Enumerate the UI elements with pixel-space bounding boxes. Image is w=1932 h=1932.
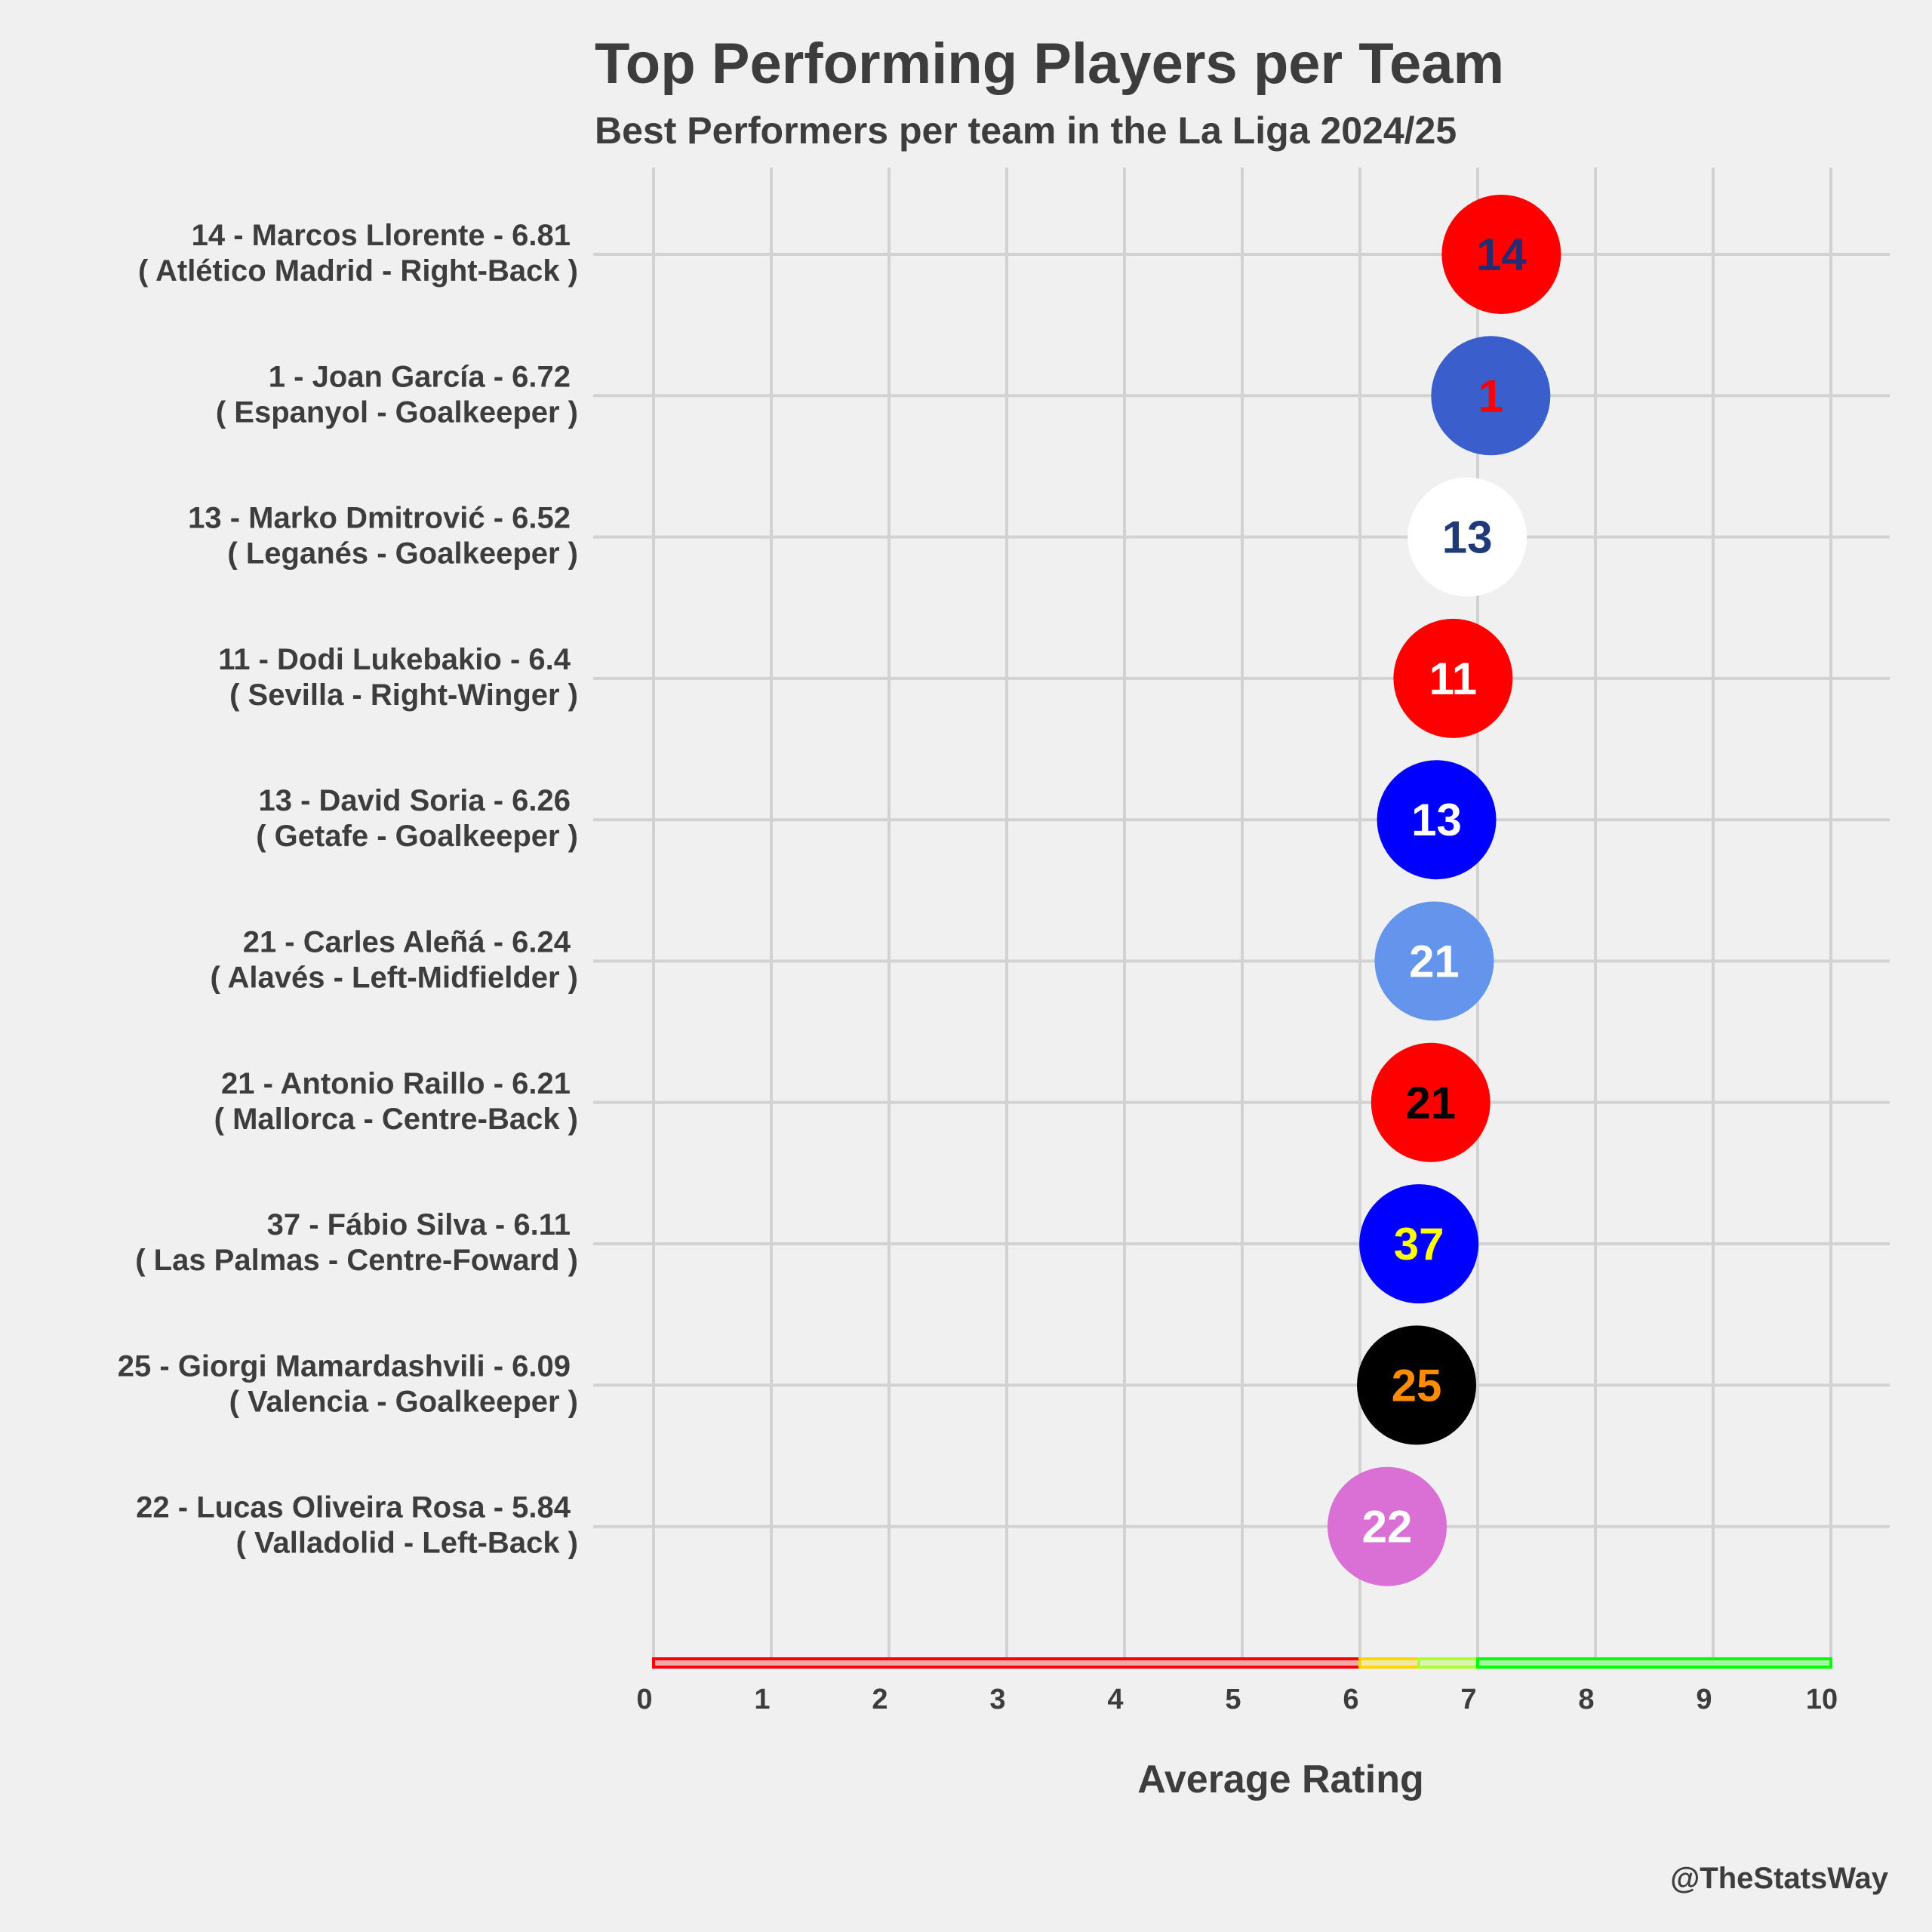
player-number-label: 14 [1476, 229, 1527, 280]
player-marker [1407, 477, 1527, 597]
player-number-label: 21 [1409, 937, 1460, 987]
player-marker [1377, 760, 1497, 880]
x-tick-label: 6 [1343, 1684, 1358, 1715]
rating-band-segment [652, 1657, 1361, 1669]
player-name-label: 21 - Carles Aleñá - 6.24 [243, 926, 571, 959]
player-marker [1393, 618, 1513, 738]
player-row: 11 - Dodi Lukebakio - 6.4( Sevilla - Rig… [218, 618, 1513, 738]
player-name-label: 25 - Giorgi Mamardashvili - 6.09 [118, 1349, 571, 1383]
player-name-label: 1 - Joan García - 6.72 [269, 360, 571, 393]
player-number-label: 1 [1478, 371, 1503, 421]
player-name-label: 13 - Marko Dmitrović - 6.52 [188, 502, 571, 535]
x-tick-label: 8 [1578, 1684, 1594, 1715]
player-name-label: 21 - Antonio Raillo - 6.21 [221, 1067, 571, 1100]
player-name-label: 37 - Fábio Silva - 6.11 [267, 1208, 571, 1241]
player-team-label: ( Leganés - Goalkeeper ) [227, 537, 578, 571]
player-marker [1441, 195, 1561, 314]
player-team-label: ( Valencia - Goalkeeper ) [229, 1385, 578, 1418]
player-number-label: 37 [1394, 1219, 1444, 1269]
x-tick-label: 1 [754, 1684, 770, 1715]
player-team-label: ( Valladolid - Left-Back ) [236, 1527, 578, 1560]
player-team-label: ( Mallorca - Centre-Back ) [214, 1103, 578, 1136]
player-number-label: 11 [1429, 654, 1477, 704]
rating-band-bar [652, 1657, 1832, 1669]
x-axis-ticks: 0 1 2 3 4 5 6 7 8 9 10 [636, 1684, 1838, 1715]
player-row: 13 - Marko Dmitrović - 6.52( Leganés - G… [188, 477, 1527, 597]
player-row: 14 - Marcos Llorente - 6.81( Atlético Ma… [138, 195, 1561, 314]
player-name-label: 13 - David Soria - 6.26 [258, 784, 571, 817]
player-name-label: 22 - Lucas Oliveira Rosa - 5.84 [136, 1491, 571, 1524]
rating-band-segment [1417, 1657, 1479, 1669]
player-team-label: ( Atlético Madrid - Right-Back ) [138, 254, 578, 288]
player-team-label: ( Espanyol - Goalkeeper ) [216, 395, 578, 429]
rating-band-segment [1358, 1657, 1420, 1669]
x-tick-label: 0 [636, 1684, 652, 1715]
player-number-label: 13 [1442, 512, 1493, 563]
player-marker [1374, 901, 1494, 1021]
player-row: 1 - Joan García - 6.72( Espanyol - Goalk… [216, 336, 1551, 456]
rating-band-segment [1476, 1657, 1832, 1669]
player-marker [1357, 1325, 1477, 1445]
x-tick-label: 3 [989, 1684, 1005, 1715]
x-tick-label: 7 [1460, 1684, 1476, 1715]
x-tick-label: 9 [1696, 1684, 1712, 1715]
chart-subtitle: Best Performers per team in the La Liga … [595, 109, 1457, 152]
player-row: 22 - Lucas Oliveira Rosa - 5.84( Vallado… [136, 1466, 1447, 1586]
player-rows: 14 - Marcos Llorente - 6.81( Atlético Ma… [118, 195, 1561, 1586]
player-name-label: 11 - Dodi Lukebakio - 6.4 [218, 643, 571, 676]
player-marker [1359, 1184, 1479, 1304]
x-tick-label: 4 [1107, 1684, 1123, 1715]
chart-title: Top Performing Players per Team [595, 32, 1504, 96]
player-number-label: 25 [1392, 1360, 1442, 1411]
player-number-label: 13 [1411, 795, 1462, 845]
player-team-label: ( Las Palmas - Centre-Foward ) [135, 1244, 578, 1277]
player-team-label: ( Getafe - Goalkeeper ) [256, 820, 578, 853]
player-row: 25 - Giorgi Mamardashvili - 6.09( Valenc… [118, 1325, 1477, 1445]
player-row: 13 - David Soria - 6.26( Getafe - Goalke… [256, 760, 1497, 880]
player-team-label: ( Sevilla - Right-Winger ) [229, 678, 578, 712]
player-marker [1327, 1466, 1447, 1586]
player-number-label: 21 [1405, 1078, 1456, 1128]
player-marker [1371, 1042, 1491, 1162]
x-tick-label: 2 [872, 1684, 888, 1715]
x-tick-label: 10 [1806, 1684, 1838, 1715]
player-team-label: ( Alavés - Left-Midfielder ) [211, 961, 578, 995]
player-row: 37 - Fábio Silva - 6.11( Las Palmas - Ce… [135, 1184, 1479, 1304]
grid [593, 168, 1890, 1658]
player-name-label: 14 - Marcos Llorente - 6.81 [192, 219, 571, 252]
x-axis-label: Average Rating [1137, 1758, 1424, 1801]
credit-label: @TheStatsWay [1670, 1862, 1888, 1895]
player-number-label: 22 [1362, 1502, 1413, 1552]
player-marker [1431, 336, 1551, 456]
player-row: 21 - Carles Aleñá - 6.24( Alavés - Left-… [211, 901, 1494, 1021]
player-row: 21 - Antonio Raillo - 6.21( Mallorca - C… [214, 1042, 1491, 1162]
x-tick-label: 5 [1225, 1684, 1241, 1715]
